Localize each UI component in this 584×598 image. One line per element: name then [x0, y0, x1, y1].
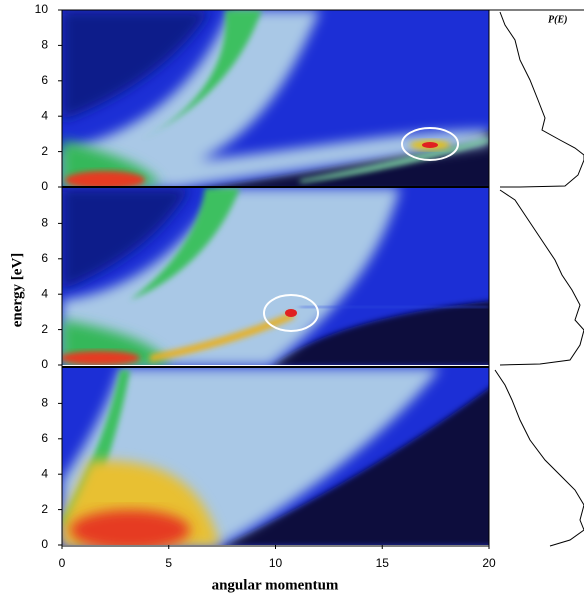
y-tick-label: 4 — [41, 286, 48, 300]
y-tick-label: 6 — [41, 251, 48, 265]
y-tick-label: 4 — [41, 108, 48, 122]
y-tick-label: 4 — [41, 466, 48, 480]
heatmap-bottom — [62, 368, 489, 545]
y-tick-label: 8 — [41, 38, 48, 52]
y-tick-label: 2 — [41, 144, 48, 158]
highlight-circle — [263, 294, 319, 332]
pe-curve — [499, 11, 584, 188]
y-tick-label: 2 — [41, 322, 48, 336]
y-tick-label: 0 — [41, 357, 48, 371]
x-tick-label: 5 — [165, 556, 172, 570]
y-tick-label: 8 — [41, 216, 48, 230]
y-tick-label: 6 — [41, 73, 48, 87]
pe-curve — [494, 369, 584, 547]
x-tick-label: 20 — [482, 556, 496, 570]
y-tick-label: 8 — [41, 396, 48, 410]
y-tick-label: 6 — [41, 431, 48, 445]
x-axis-label: angular momentum — [212, 577, 339, 593]
y-tick-label: 10 — [35, 2, 49, 16]
y-tick-label: 2 — [41, 502, 48, 516]
heatmap-middle — [62, 188, 489, 365]
pe-curve — [499, 189, 584, 366]
y-tick-label: 0 — [41, 537, 48, 551]
highlight-circle — [401, 127, 459, 161]
y-tick-label: 0 — [41, 179, 48, 193]
x-tick-label: 10 — [269, 556, 283, 570]
y-axis-label: energy [eV] — [9, 253, 25, 328]
x-tick-label: 15 — [376, 556, 390, 570]
x-tick-label: 0 — [59, 556, 66, 570]
heatmap-top — [62, 10, 489, 187]
annotation: P(E) — [548, 14, 567, 25]
